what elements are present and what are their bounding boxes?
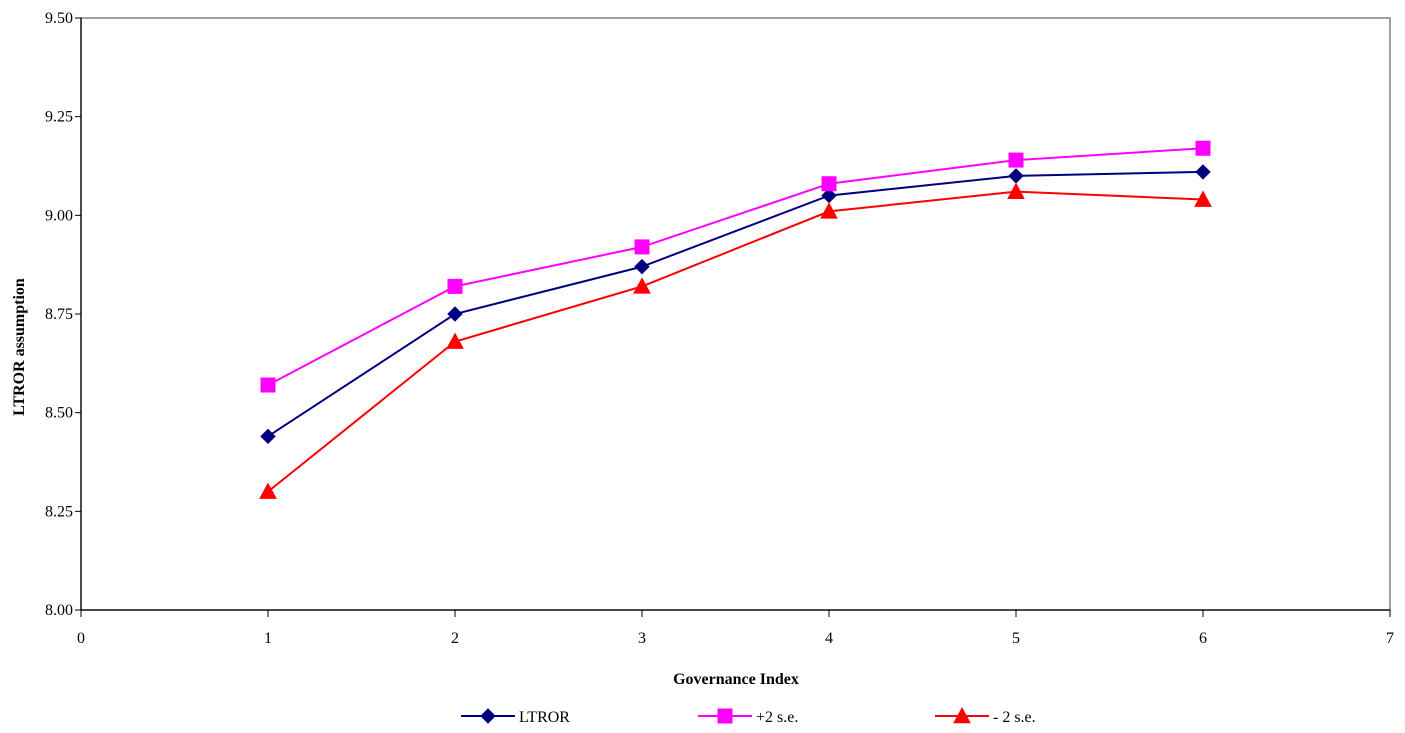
data-point <box>634 239 650 255</box>
y-axis-title: LTROR assumption <box>11 278 28 416</box>
data-point <box>821 176 837 192</box>
legend-item: LTROR <box>461 708 570 726</box>
legend-marker <box>480 708 496 724</box>
data-point <box>1008 152 1024 168</box>
x-axis-title: Governance Index <box>673 671 799 688</box>
series-2 <box>259 182 1212 499</box>
series-line <box>267 190 1204 493</box>
y-tick-label: 8.50 <box>45 405 73 422</box>
series-layer <box>259 140 1212 499</box>
data-point <box>260 428 276 445</box>
legend-marker <box>953 706 971 724</box>
data-point <box>820 202 838 219</box>
y-tick-label: 8.00 <box>45 602 73 619</box>
data-point <box>260 377 276 393</box>
data-point <box>1194 190 1212 207</box>
x-tick-label: 3 <box>638 630 646 647</box>
x-tick-label: 7 <box>1386 630 1394 647</box>
data-point <box>447 278 463 294</box>
series-0 <box>260 164 1211 445</box>
y-tick-label: 8.75 <box>45 306 73 323</box>
data-point <box>634 258 650 275</box>
legend-label: - 2 s.e. <box>993 709 1036 726</box>
y-tick-label: 8.25 <box>45 503 73 520</box>
axes: 8.00 8.25 8.50 8.75 9.00 9.25 9.50 0 1 2 3 4 5 6 7 <box>45 10 1394 647</box>
data-point <box>1195 164 1211 180</box>
legend-item: - 2 s.e. <box>935 706 1036 726</box>
series-line <box>267 147 1204 386</box>
data-point <box>1195 140 1211 156</box>
y-tick-label: 9.50 <box>45 10 73 27</box>
y-tick-label: 9.00 <box>45 207 73 224</box>
data-point <box>447 306 463 322</box>
x-tick-label: 6 <box>1199 630 1207 647</box>
series-line <box>267 170 1204 438</box>
y-tick-label: 9.25 <box>45 109 73 126</box>
x-tick-label: 1 <box>264 630 272 647</box>
x-tick-label: 0 <box>77 630 85 647</box>
legend: LTROR +2 s.e. - 2 s.e. <box>461 706 1036 726</box>
data-point <box>633 277 651 294</box>
legend-item: +2 s.e. <box>698 708 798 726</box>
series-1 <box>260 140 1211 393</box>
legend-marker <box>717 708 733 724</box>
legend-label: +2 s.e. <box>756 709 798 726</box>
x-tick-label: 5 <box>1012 630 1020 647</box>
x-tick-label: 4 <box>825 630 833 647</box>
data-point <box>1007 182 1025 199</box>
legend-label: LTROR <box>519 709 570 726</box>
x-tick-label: 2 <box>451 630 459 647</box>
data-point <box>446 332 464 349</box>
data-point <box>1008 168 1024 184</box>
plot-area-border <box>80 17 1391 611</box>
data-point <box>259 482 277 499</box>
